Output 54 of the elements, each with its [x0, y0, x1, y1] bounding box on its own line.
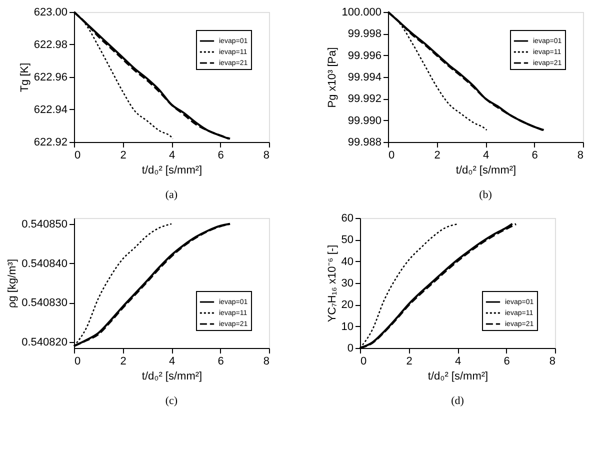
x-axis-title: t/d₀² [s/mm²]	[456, 164, 516, 176]
y-tick-label: 10	[341, 320, 354, 333]
x-tick-label: 6	[504, 356, 510, 368]
y-tick-label: 0	[347, 342, 354, 354]
x-tick-label: 0	[74, 356, 81, 368]
y-axis-title: Tg [K]	[18, 62, 31, 92]
text: (a)	[165, 189, 178, 201]
x-tick-label: 6	[532, 150, 538, 162]
y-tick-label: 0.540850	[22, 218, 68, 230]
x-tick-label: 0	[74, 150, 81, 162]
x-tick-label: 6	[218, 150, 224, 162]
x-tick-label: 4	[454, 356, 462, 368]
y-tick-label: 99.988	[348, 136, 382, 148]
x-tick-label: 8	[263, 150, 270, 162]
y-axis-title: YC₇H₁₆ x10⁻⁶ [-]	[326, 244, 338, 322]
x-tick-label: 2	[406, 356, 412, 368]
y-tick-label: 60	[341, 212, 354, 224]
y-tick-label: 99.994	[348, 72, 382, 84]
x-tick-label: 4	[168, 150, 176, 162]
y-tick-label: 622.96	[34, 72, 68, 84]
x-tick-label: 2	[120, 356, 126, 368]
y-tick-label: 40	[341, 256, 354, 268]
x-tick-label: 8	[549, 356, 556, 368]
y-tick-label: 20	[341, 299, 354, 312]
x-tick-label: 2	[434, 150, 440, 162]
y-tick-label: 99.992	[348, 93, 382, 106]
y-tick-label: 622.92	[34, 136, 68, 148]
text: (b)	[479, 189, 492, 201]
x-tick-label: 8	[263, 356, 270, 368]
x-tick-label: 8	[577, 150, 584, 162]
y-tick-label: 99.996	[348, 50, 382, 62]
x-tick-label: 6	[218, 356, 224, 368]
x-tick-label: 4	[482, 150, 490, 162]
text: (d)	[451, 395, 464, 407]
x-tick-label: 4	[168, 356, 176, 368]
x-tick-label: 2	[120, 150, 126, 162]
y-tick-label: 0.540830	[22, 297, 68, 310]
text: (c)	[165, 395, 178, 407]
y-tick-label: 0.540820	[22, 336, 68, 349]
y-tick-label: 0.540840	[22, 258, 68, 270]
y-tick-label: 30	[341, 278, 354, 290]
y-axis-title: Pg x10³ [Pa]	[326, 47, 339, 108]
y-tick-label: 623.00	[34, 6, 68, 18]
y-tick-label: 99.998	[348, 28, 382, 40]
y-tick-label: 622.98	[34, 39, 68, 51]
x-axis-title: t/d₀² [s/mm²]	[142, 164, 202, 176]
x-axis-title: t/d₀² [s/mm²]	[428, 370, 488, 382]
y-tick-label: 622.94	[34, 104, 68, 116]
y-tick-label: 99.990	[348, 114, 382, 127]
x-axis-title: t/d₀² [s/mm²]	[142, 370, 202, 382]
x-tick-label: 0	[388, 150, 395, 162]
y-axis-title: ρg [kg/m³]	[6, 258, 19, 308]
y-tick-label: 50	[341, 234, 354, 246]
y-tick-label: 100.000	[342, 6, 382, 18]
